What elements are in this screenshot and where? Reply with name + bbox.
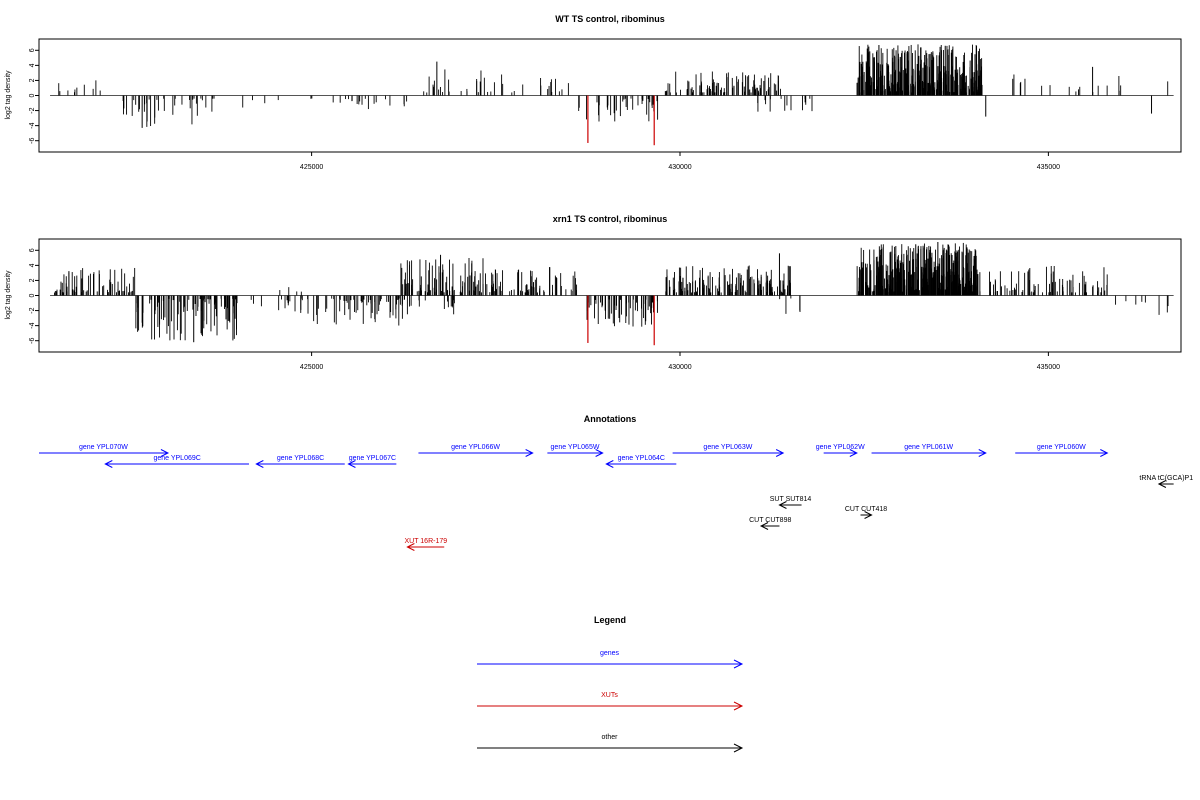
legend-items: genes XUTs other [477, 650, 744, 753]
feature-gene-ypl069c: gene YPL069C [104, 455, 249, 468]
y-tick-label: 4 [29, 63, 36, 67]
feature-xut-16r-179: XUT 16R-179 [404, 538, 447, 551]
arrowhead-icon [733, 743, 744, 753]
legend-item-other: other [477, 734, 744, 753]
wt-panel-title: WT TS control, ribominus [555, 14, 665, 24]
feature-label: gene YPL066W [451, 444, 500, 451]
legend-label: genes [600, 650, 620, 657]
arrowhead-icon [775, 449, 785, 457]
feature-label: gene YPL065W [551, 444, 600, 451]
arrowhead-icon [849, 449, 858, 457]
annotations-title: Annotations [584, 414, 637, 424]
y-tick-label: 0 [29, 93, 36, 97]
arrowhead-icon [733, 701, 744, 711]
legend-item-xuts: XUTs [477, 692, 744, 711]
y-tick-label: 2 [29, 278, 36, 282]
xrn1-y-ticks: -6 -4 -2 0 2 4 6 [29, 248, 39, 344]
arrowhead-icon [605, 460, 614, 468]
feature-gene-ypl065w: gene YPL065W [547, 444, 604, 457]
arrowhead-icon [525, 449, 534, 457]
feature-sut-sut814: SUT SUT814 [770, 496, 812, 509]
xrn1-y-axis-label: log2 tag density [5, 270, 12, 320]
feature-label: gene YPL070W [79, 444, 128, 451]
legend: Legend genes XUTs other [477, 615, 744, 753]
feature-gene-ypl066w: gene YPL066W [418, 444, 534, 457]
wt-y-axis-label: log2 tag density [5, 70, 12, 120]
arrowhead-icon [978, 449, 987, 457]
arrowhead-icon [406, 543, 415, 551]
feature-label: gene YPL064C [618, 455, 665, 462]
feature-label: gene YPL068C [277, 455, 324, 462]
feature-gene-ypl068c: gene YPL068C [255, 455, 345, 468]
feature-label: gene YPL060W [1037, 444, 1086, 451]
arrowhead-icon [759, 522, 769, 530]
arrowhead-icon [255, 460, 264, 468]
x-tick-label: 435000 [1037, 164, 1060, 171]
x-tick-label: 425000 [300, 364, 323, 371]
y-tick-label: -2 [29, 107, 36, 113]
feature-gene-ypl061w: gene YPL061W [871, 444, 987, 457]
arrowhead-icon [347, 460, 356, 468]
y-tick-label: -6 [29, 137, 36, 143]
x-tick-label: 430000 [668, 164, 691, 171]
legend-label: other [602, 734, 619, 741]
arrowhead-icon [778, 501, 787, 509]
xrn1-panel: xrn1 TS control, ribominus log2 tag dens… [5, 214, 1182, 371]
wt-panel: WT TS control, ribominus log2 tag densit… [5, 14, 1182, 171]
legend-label: XUTs [601, 692, 618, 699]
arrowhead-icon [864, 511, 873, 519]
y-tick-label: -6 [29, 337, 36, 343]
arrowhead-icon [104, 460, 113, 468]
feature-gene-ypl067c: gene YPL067C [347, 455, 397, 468]
feature-gene-ypl062w: gene YPL062W [816, 444, 865, 457]
y-tick-label: -2 [29, 307, 36, 313]
feature-label: gene YPL063W [703, 444, 752, 451]
wt-x-ticks: 425000 430000 435000 [300, 152, 1060, 171]
feature-label: gene YPL069C [153, 455, 200, 462]
feature-gene-ypl063w: gene YPL063W [672, 444, 785, 457]
y-tick-label: 6 [29, 48, 36, 52]
annotation-features: gene YPL070W gene YPL069C gene YPL068C gene… [39, 444, 1193, 551]
y-tick-label: 0 [29, 293, 36, 297]
y-tick-label: -4 [29, 322, 36, 328]
arrowhead-icon [160, 449, 170, 457]
wt-bars [50, 44, 1174, 146]
arrowhead-icon [595, 449, 604, 457]
feature-label: gene YPL067C [349, 455, 396, 462]
feature-label: SUT SUT814 [770, 496, 812, 503]
x-tick-label: 435000 [1037, 364, 1060, 371]
y-tick-label: 2 [29, 78, 36, 82]
legend-title: Legend [594, 615, 626, 625]
wt-y-ticks: -6 -4 -2 0 2 4 6 [29, 48, 39, 144]
x-tick-label: 430000 [668, 364, 691, 371]
feature-label: CUT CUT418 [845, 506, 887, 513]
y-tick-label: 4 [29, 263, 36, 267]
feature-cut-cut898: CUT CUT898 [749, 517, 791, 530]
x-tick-label: 425000 [300, 164, 323, 171]
arrowhead-icon [733, 659, 744, 669]
arrowhead-icon [1157, 480, 1167, 488]
feature-gene-ypl064c: gene YPL064C [605, 455, 677, 468]
feature-gene-ypl070w: gene YPL070W [39, 444, 170, 457]
feature-trna-tc-gca-p1: tRNA tC(GCA)P1 [1139, 475, 1193, 488]
arrowhead-icon [1100, 449, 1109, 457]
feature-gene-ypl060w: gene YPL060W [1015, 444, 1109, 457]
legend-item-genes: genes [477, 650, 744, 669]
feature-label: gene YPL062W [816, 444, 865, 451]
feature-label: XUT 16R-179 [404, 538, 447, 545]
y-tick-label: 6 [29, 248, 36, 252]
xrn1-bars [50, 242, 1174, 346]
xrn1-panel-title: xrn1 TS control, ribominus [553, 214, 668, 224]
feature-label: tRNA tC(GCA)P1 [1139, 475, 1193, 482]
feature-cut-cut418: CUT CUT418 [845, 506, 887, 519]
xrn1-x-ticks: 425000 430000 435000 [300, 352, 1060, 371]
feature-label: CUT CUT898 [749, 517, 791, 524]
y-tick-label: -4 [29, 122, 36, 128]
feature-label: gene YPL061W [904, 444, 953, 451]
